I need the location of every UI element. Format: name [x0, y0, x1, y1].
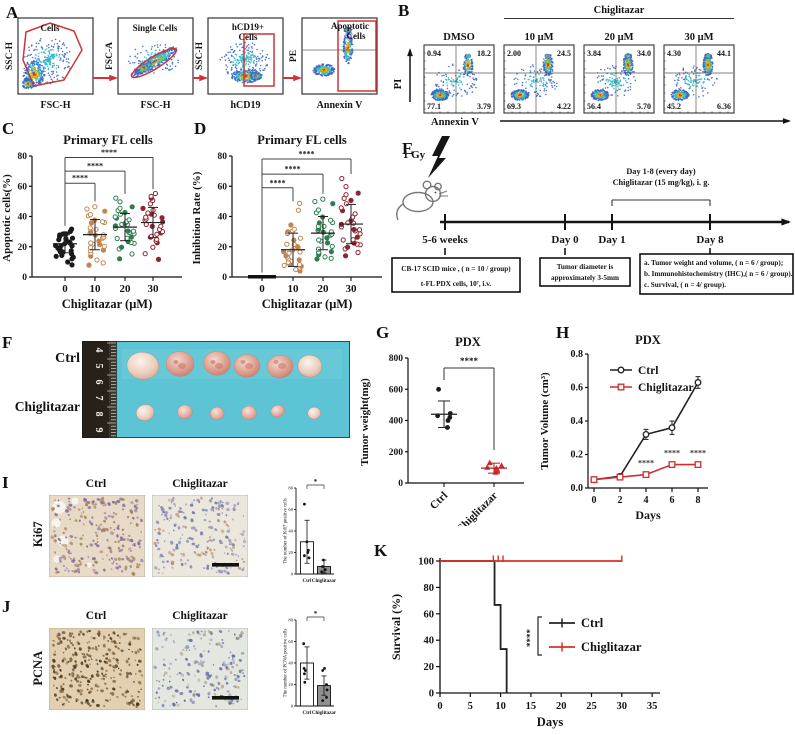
panel-a-flow-gating: Cells FSC-H SSC-H Single Cells FSC-H FSC-A hCD… — [0, 0, 392, 131]
mouse-icon — [396, 180, 448, 221]
svg-text:Cells: Cells — [239, 32, 258, 42]
panel-j-ihc-chiglitazar-image — [151, 627, 249, 715]
svg-text:PE: PE — [289, 50, 299, 62]
svg-text:FSC-H: FSC-H — [141, 100, 171, 111]
svg-text:Cells: Cells — [347, 31, 366, 41]
svg-text:SSC-H: SSC-H — [5, 41, 15, 70]
pJimg2-svg — [151, 627, 249, 711]
svg-text:FSC-A: FSC-A — [105, 42, 115, 70]
svg-text:24.5: 24.5 — [557, 49, 571, 58]
svg-text:77.1: 77.1 — [427, 102, 441, 111]
panel-j-chiglitazar-column-title: Chiglitazar — [172, 610, 228, 622]
panel-j-ctrl-column-title: Ctrl — [85, 610, 107, 622]
svg-text:5.70: 5.70 — [637, 102, 651, 111]
svg-text:4.22: 4.22 — [557, 102, 571, 111]
svg-text:20 μM: 20 μM — [605, 32, 634, 43]
panel-c-apoptosis-scatter: Primary FL cells Apoptotic cells(%) 0 20 40 6… — [0, 126, 192, 357]
svg-text:Chiglitazar: Chiglitazar — [594, 5, 645, 16]
svg-text:3.79: 3.79 — [477, 102, 491, 111]
pIimg2-svg — [151, 494, 249, 578]
panel-i-ctrl-column-title: Ctrl — [85, 478, 107, 490]
svg-text:SSC-H: SSC-H — [195, 41, 205, 70]
panel-i-ki67-bar-chart: 0 20 40 60 80 The number of Ki67 positive cel… — [282, 478, 338, 607]
quad-plot-3: 4.30 44.145.2 6.36 — [663, 44, 735, 114]
svg-text:18.2: 18.2 — [477, 49, 491, 58]
panel-k-label: K — [374, 541, 388, 560]
panel-j-marker-label: PCNA — [30, 650, 45, 686]
panel-h-tumor-volume: PDX Tumor Volume (cm³) 0.0 0.2 0.4 0.6 0.8 0 2 4 6… — [530, 330, 795, 531]
svg-text:10 μM: 10 μM — [525, 32, 554, 43]
svg-text:Cells: Cells — [41, 23, 60, 33]
panel-i-label: I — [2, 473, 9, 492]
panel-h-label: H — [556, 323, 570, 342]
flow-plot-0: Cells — [17, 17, 94, 95]
panel-a-label: A — [6, 3, 19, 22]
pJimg1-svg — [48, 627, 146, 711]
panel-f-label: F — [2, 333, 13, 352]
panel-j-label: J — [2, 597, 11, 616]
panel-b-flow-apoptosis: Chiglitazar DMSO 0.94 18.2 77.1 3.79 10 μM 2.00… — [390, 0, 795, 133]
panel-f-chiglitazar-row-label: Chiglitazar — [14, 399, 80, 414]
svg-text:2.00: 2.00 — [507, 49, 521, 58]
svg-text:Single Cells: Single Cells — [133, 23, 178, 33]
svg-text:30 μM: 30 μM — [685, 32, 714, 43]
svg-text:hCD19: hCD19 — [230, 100, 260, 111]
panel-e-label: E — [402, 139, 414, 158]
panel-d-label: D — [194, 119, 207, 138]
svg-text:0.94: 0.94 — [427, 49, 441, 58]
panel-i-chiglitazar-column-title: Chiglitazar — [172, 478, 228, 490]
svg-text:Annexin V: Annexin V — [317, 100, 363, 111]
panel-d-inhibition-scatter: Primary FL cells Inhibition Rate (%) 0 20 40… — [190, 126, 390, 357]
svg-text:Apoptotic: Apoptotic — [331, 21, 369, 31]
flow-plot-1: Single Cells — [117, 17, 194, 95]
panel-i-ihc-ctrl-image — [48, 494, 146, 582]
flow-plot-2: hCD19+Cells — [207, 17, 284, 95]
svg-text:56.4: 56.4 — [587, 102, 601, 111]
quad-plot-1: 2.00 24.5 69.3 4.22 — [503, 44, 575, 114]
svg-text:34.0: 34.0 — [637, 49, 651, 58]
panel-a-svg: Cells FSC-H SSC-H Single Cells FSC-H FSC-A hCD… — [5, 17, 378, 111]
pIimg1-svg — [48, 494, 146, 578]
panel-k-survival-curve: 0 20 40 60 80 100 0 5 10 15 20 25 30 35 Days Survival (… — [362, 543, 794, 735]
panel-f-ctrl-row-label: Ctrl — [55, 351, 80, 366]
svg-text:DMSO: DMSO — [443, 32, 475, 43]
panel-g-label: G — [376, 323, 390, 342]
quad-plot-0: 0.94 18.2 77.1 3.79 — [423, 44, 495, 114]
panel-i-marker-label: Ki67 — [30, 521, 45, 548]
panel-j-ihc-ctrl-image — [48, 627, 146, 715]
panel-e-experiment-timeline: 1 Gy 5-6 weeks Day 0 Day 1 Day 8 Day 1-8 (eve… — [390, 130, 795, 350]
panel-b-label: B — [398, 1, 410, 20]
panel-j-pcna-bar-chart: 0 20 40 60 80 The number of PCNA positive cel… — [282, 610, 338, 735]
quad-plot-2: 3.84 34.0 56.4 5.70 — [583, 44, 655, 114]
svg-text:3.84: 3.84 — [587, 49, 601, 58]
panel-c-label: C — [2, 119, 15, 138]
panel-g-tumor-weight: PDX Tumor weight(mg) 0 200 400 600 800 **** Ctrl… — [356, 330, 532, 536]
svg-text:69.3: 69.3 — [507, 102, 521, 111]
svg-text:FSC-H: FSC-H — [41, 100, 71, 111]
svg-text:hCD19+: hCD19+ — [232, 22, 264, 32]
panel-i-ihc-chiglitazar-image — [151, 494, 249, 582]
